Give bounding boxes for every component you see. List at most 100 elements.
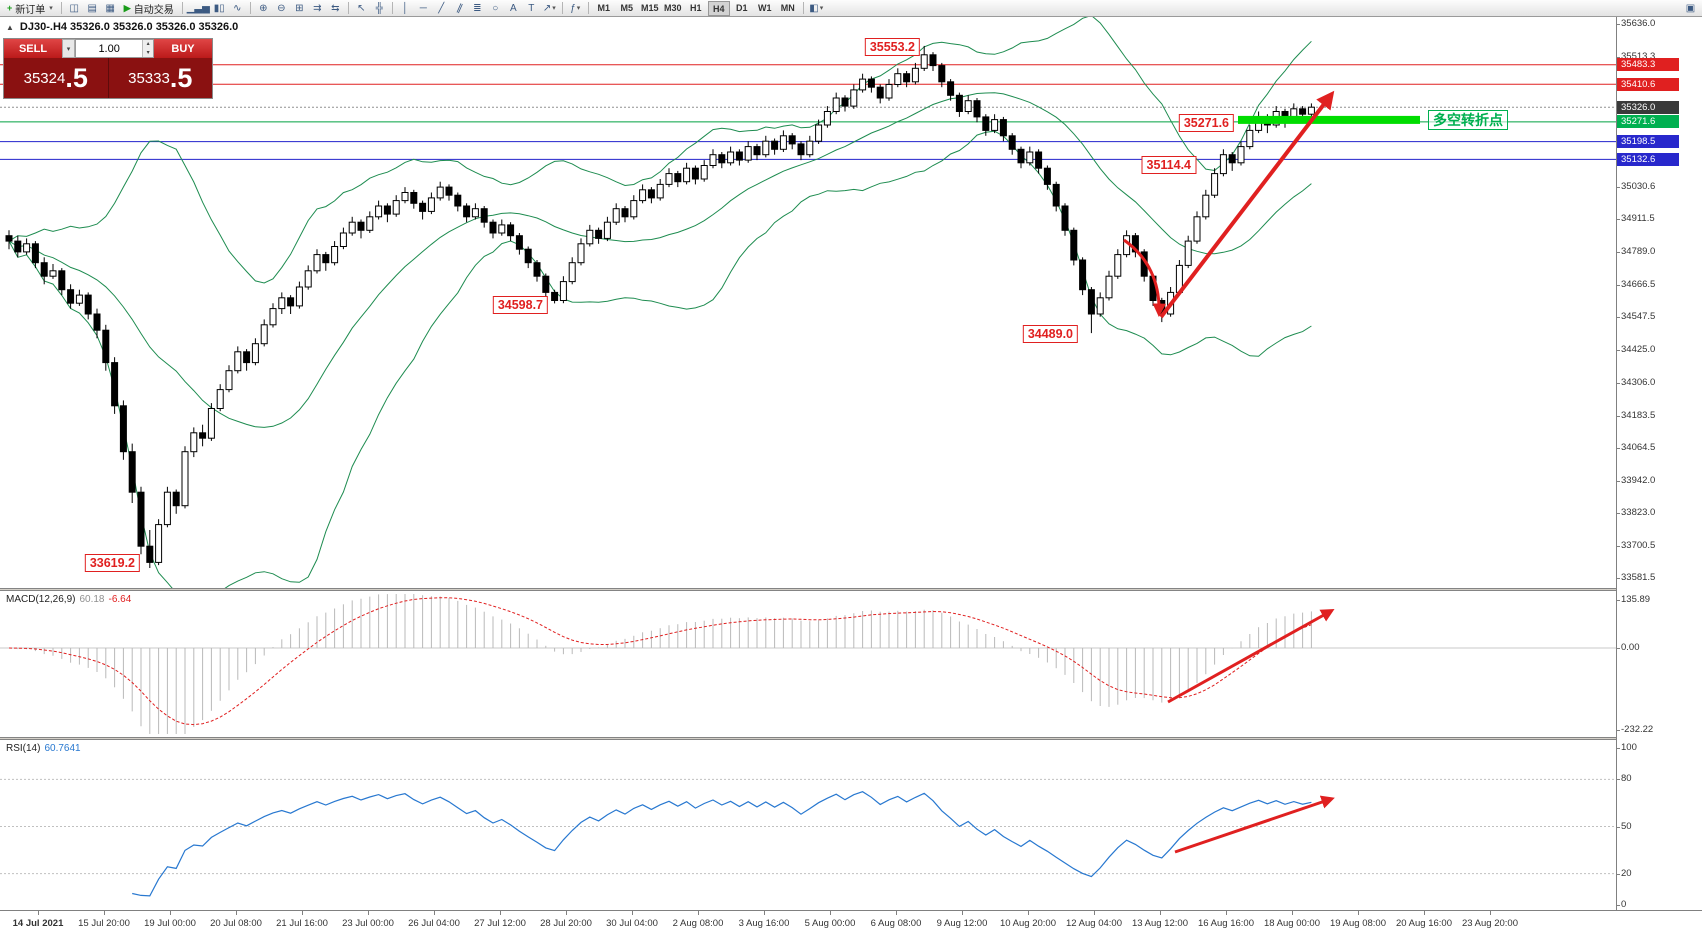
- vertical-line-button[interactable]: │: [397, 1, 414, 16]
- rsi-panel[interactable]: [0, 740, 1616, 910]
- time-label: 19 Jul 00:00: [144, 918, 196, 929]
- time-label: 30 Jul 04:00: [606, 918, 658, 929]
- macd-value-signal: -6.64: [108, 594, 132, 605]
- price-tick-mark: [1616, 23, 1620, 25]
- time-axis[interactable]: 14 Jul 2021 15 Jul 20:00 19 Jul 00:00 20 Ju…: [0, 910, 1702, 937]
- lot-increase-button[interactable]: ▴: [143, 40, 153, 49]
- timeframe-m5-button[interactable]: M5: [620, 2, 634, 13]
- line-chart-button[interactable]: ∿: [229, 1, 246, 16]
- window-menu-button[interactable]: ▣: [1682, 1, 1699, 16]
- rsi-title: RSI(14): [6, 743, 41, 754]
- price-line-badge: 35132.6: [1617, 152, 1679, 166]
- macd-label: MACD(12,26,9) 60.18 -6.64: [6, 594, 131, 605]
- time-label: 16 Aug 16:00: [1198, 918, 1254, 929]
- zoom-in-icon: ⊕: [259, 2, 268, 14]
- macd-panel[interactable]: [0, 591, 1616, 737]
- time-label: 5 Aug 00:00: [804, 918, 856, 929]
- price-tick-label: 35030.6: [1621, 180, 1656, 192]
- lot-input[interactable]: [76, 40, 143, 57]
- horizontal-line-button[interactable]: ─: [415, 1, 432, 16]
- crosshair-button[interactable]: ╬: [371, 1, 388, 16]
- autotrading-button[interactable]: ▶ 自动交易: [120, 1, 178, 16]
- horizontal-line-icon: ─: [419, 2, 427, 14]
- time-label: 6 Aug 08:00: [870, 918, 922, 929]
- timeframe-w1-button[interactable]: W1: [758, 2, 772, 13]
- timeframe-h1-button[interactable]: H1: [690, 2, 702, 13]
- buy-price-button[interactable]: 35333.5: [109, 58, 213, 98]
- profiles-button[interactable]: ▤: [84, 1, 101, 16]
- time-tick-mark: [1358, 911, 1359, 915]
- text-button[interactable]: A: [505, 1, 522, 16]
- one-click-collapse-icon[interactable]: ▲: [6, 22, 14, 32]
- sell-button[interactable]: SELL: [4, 39, 62, 58]
- price-callout-label[interactable]: 35553.2: [864, 37, 920, 56]
- price-callout-label[interactable]: 35271.6: [1178, 113, 1234, 132]
- price-tick-label: 34911.5: [1621, 213, 1655, 225]
- ellipse-button[interactable]: ○: [487, 1, 504, 16]
- timeframe-h4-button[interactable]: H4: [707, 0, 730, 16]
- charts-grid-button[interactable]: ◫: [66, 1, 83, 16]
- price-tick-mark: [1616, 56, 1620, 58]
- templates-button[interactable]: ◧ ▾: [808, 1, 825, 16]
- rsi-panel-separator[interactable]: [0, 737, 1702, 740]
- timeframe-m1-button[interactable]: M1: [597, 2, 611, 13]
- price-tick-label: 34547.5: [1621, 311, 1656, 323]
- chart-shift-button[interactable]: ⇆: [327, 1, 344, 16]
- rsi-canvas[interactable]: [0, 740, 1616, 910]
- macd-tick-mark: [1616, 730, 1620, 731]
- order-type-dropdown-icon[interactable]: ▾: [62, 39, 75, 58]
- time-label: 18 Aug 00:00: [1264, 918, 1320, 929]
- bar-chart-button[interactable]: ▁▃▅: [187, 1, 210, 16]
- price-line-badge: 35483.3: [1617, 58, 1679, 72]
- price-callout-label[interactable]: 35114.4: [1141, 156, 1196, 175]
- time-tick-mark: [104, 911, 105, 915]
- time-label: 12 Aug 04:00: [1066, 918, 1122, 929]
- turning-point-label[interactable]: 多空转折点: [1428, 110, 1508, 130]
- text-label-button[interactable]: T: [523, 1, 540, 16]
- macd-canvas[interactable]: [0, 591, 1616, 737]
- time-label: 2 Aug 08:00: [672, 918, 724, 929]
- arrows-tool-button[interactable]: ↗ ▾: [541, 1, 558, 16]
- rsi-tick-mark: [1616, 905, 1620, 906]
- price-callout-label[interactable]: 34598.7: [492, 295, 548, 314]
- zoom-in-button[interactable]: ⊕: [255, 1, 272, 16]
- trendline-icon: ╱: [438, 2, 445, 14]
- price-callout-label[interactable]: 33619.2: [84, 554, 140, 572]
- buy-button[interactable]: BUY: [154, 39, 212, 58]
- sell-price-button[interactable]: 35324.5: [4, 58, 108, 98]
- tile-windows-button[interactable]: ⊞: [291, 1, 308, 16]
- market-watch-button[interactable]: ▦: [102, 1, 119, 16]
- timeframe-mn-button[interactable]: MN: [780, 2, 795, 13]
- indicators-button[interactable]: ƒ ▾: [567, 1, 584, 16]
- price-tick-mark: [1616, 219, 1620, 221]
- auto-scroll-button[interactable]: ⇉: [309, 1, 326, 16]
- new-order-button[interactable]: + 新订单 ▾: [3, 1, 57, 16]
- candlestick-chart-button[interactable]: ▮▯: [211, 1, 228, 16]
- time-label: 13 Aug 12:00: [1132, 918, 1188, 929]
- cursor-button[interactable]: ↖: [353, 1, 370, 16]
- time-tick-mark: [1424, 911, 1425, 915]
- channel-button[interactable]: ∥: [451, 1, 468, 16]
- timeframe-m30-button[interactable]: M30: [664, 2, 682, 13]
- toolbar-separator: [347, 2, 349, 14]
- price-chart-canvas[interactable]: [0, 17, 1616, 588]
- timeframe-d1-button[interactable]: D1: [736, 2, 748, 13]
- price-tick-mark: [1616, 317, 1620, 319]
- rsi-tick-label: 100: [1621, 742, 1637, 753]
- zoom-out-button[interactable]: ⊖: [273, 1, 290, 16]
- timeframe-m15-button[interactable]: M15: [641, 2, 659, 13]
- time-tick-mark: [1292, 911, 1293, 915]
- line-chart-icon: ∿: [233, 2, 242, 14]
- time-tick-mark: [38, 911, 39, 915]
- macd-panel-separator[interactable]: [0, 588, 1702, 591]
- lot-decrease-button[interactable]: ▾: [143, 48, 153, 57]
- price-line-badge: 35410.6: [1617, 77, 1679, 91]
- time-label: 9 Aug 12:00: [936, 918, 988, 929]
- time-tick-mark: [170, 911, 171, 915]
- price-callout-label[interactable]: 34489.0: [1022, 325, 1078, 344]
- main-chart-panel[interactable]: [0, 17, 1616, 588]
- price-tick-mark: [1616, 512, 1620, 514]
- trendline-button[interactable]: ╱: [433, 1, 450, 16]
- time-tick-mark: [302, 911, 303, 915]
- fibonacci-button[interactable]: ≣: [469, 1, 486, 16]
